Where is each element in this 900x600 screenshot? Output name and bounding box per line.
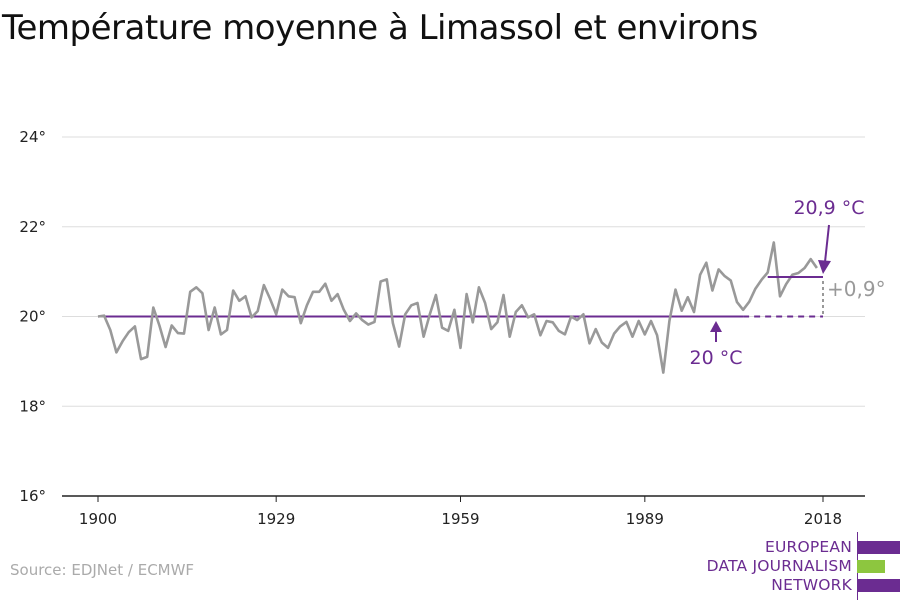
logo-bar-middle: [857, 560, 885, 573]
y-tick-label: 22°: [19, 218, 46, 236]
recent-label: 20,9 °C: [793, 197, 864, 219]
x-tick-label: 1900: [79, 510, 117, 528]
y-tick-label: 20°: [19, 308, 46, 326]
baseline-arrow-head: [710, 321, 722, 332]
edjnet-logo: EUROPEAN DATA JOURNALISM NETWORK: [700, 532, 900, 600]
logo-bar-bottom: [857, 579, 900, 592]
x-tick-label: 1989: [626, 510, 664, 528]
baseline-label: 20 °C: [690, 347, 743, 369]
logo-line-network: NETWORK: [771, 576, 852, 594]
recent-arrow-stem: [824, 224, 830, 263]
y-tick-label: 18°: [19, 397, 46, 415]
y-tick-label: 16°: [19, 487, 46, 505]
x-tick-label: 2018: [804, 510, 842, 528]
recent-arrow-head: [818, 260, 831, 274]
logo-line-european: EUROPEAN: [764, 538, 852, 556]
source-note: Source: EDJNet / ECMWF: [10, 561, 195, 579]
x-tick-label: 1959: [441, 510, 479, 528]
x-tick-label: 1929: [257, 510, 295, 528]
logo-bar-top: [857, 541, 900, 554]
y-tick-label: 24°: [19, 128, 46, 146]
chart-title: Température moyenne à Limassol et enviro…: [2, 8, 758, 48]
difference-label: +0,9°: [827, 277, 886, 301]
temperature-series-line: [97, 241, 818, 374]
logo-line-data-journalism: DATA JOURNALISM: [706, 557, 852, 575]
